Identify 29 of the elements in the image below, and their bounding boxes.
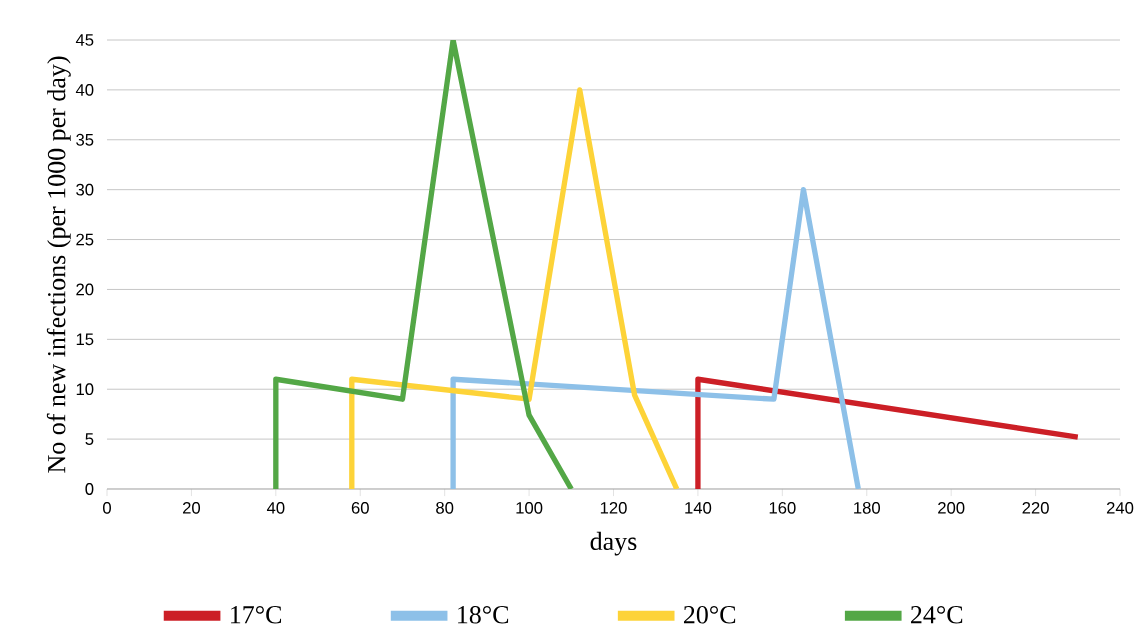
y-axis-title: No of new infections (per 1000 per day): [46, 56, 71, 473]
y-tick-label: 20: [76, 283, 94, 296]
y-tick-label: 30: [76, 183, 94, 196]
x-tick-label: 220: [1022, 501, 1049, 514]
x-tick-label: 60: [351, 501, 369, 514]
legend-label: 17°C: [231, 605, 282, 624]
y-tick-label: 25: [76, 233, 94, 246]
x-tick-label: 120: [600, 501, 627, 514]
y-tick-label: 35: [76, 133, 94, 146]
x-tick-label: 240: [1106, 501, 1134, 514]
x-tick-label: 160: [769, 501, 796, 514]
x-tick-label: 100: [516, 501, 543, 514]
legend-label: 24°C: [911, 605, 963, 624]
x-tick-label: 40: [266, 501, 285, 514]
x-tick-label: 0: [103, 501, 111, 514]
y-tick-label: 40: [75, 83, 94, 96]
y-tick-label: 15: [76, 333, 94, 346]
legend-label: 20°C: [683, 605, 736, 624]
x-tick-label: 80: [436, 501, 454, 514]
x-tick-label: 20: [182, 501, 201, 514]
x-tick-label: 200: [938, 501, 965, 514]
x-axis-title: days: [590, 531, 637, 556]
x-tick-label: 140: [685, 501, 712, 514]
x-tick-label: 180: [854, 501, 881, 514]
y-tick-label: 0: [85, 483, 94, 495]
legend-label: 18°C: [458, 605, 509, 624]
y-tick-label: 5: [85, 433, 94, 445]
y-tick-label: 10: [76, 383, 94, 396]
y-tick-label: 45: [75, 34, 94, 46]
